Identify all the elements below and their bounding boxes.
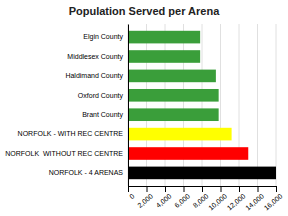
bars [128,31,276,179]
tick: NORFOLK - WITH REC CENTRE [18,130,124,137]
tick-label: 0 [128,192,136,200]
grid-line [183,24,184,186]
tick: 16,000 [263,186,284,211]
tick-mark [221,186,222,192]
grid-line [220,24,221,186]
plot: 02,0004,0006,0008,00010,00012,00014,0001… [5,24,283,211]
bar [128,108,219,121]
tick: 2,000 [136,186,154,209]
bar [128,167,276,180]
tick: Middlesex County [67,53,123,61]
tick-mark [202,186,203,192]
category-label: NORFOLK - 4 ARENAS [49,169,124,176]
tick-mark [239,186,240,192]
category-label: NORFOLK WITHOUT REC CENTRE [5,150,123,157]
tick-mark [128,186,129,192]
grid-line [257,24,258,186]
tick: NORFOLK WITHOUT REC CENTRE [5,150,123,157]
tick: NORFOLK - 4 ARENAS [49,169,124,176]
tick: 10,000 [207,186,228,211]
bar [128,89,219,102]
grid-line [239,24,240,186]
y-axis: NORFOLK - 4 ARENAS NORFOLK WITHOUT REC CE… [5,25,128,187]
tick-label: 2,000 [136,192,154,209]
title: Population Served per Arena [69,5,220,17]
tick: 14,000 [244,186,265,211]
grid-line [202,24,203,186]
tick: Elgin County [83,33,123,41]
chart: 02,0004,0006,0008,00010,00012,00014,0001… [0,0,288,216]
tick: Oxford County [78,92,124,100]
tick-label: 16,000 [263,192,284,211]
tick: Haldimand County [65,72,123,80]
category-label: Middlesex County [67,53,123,61]
tick: 4,000 [155,186,173,209]
axis-line [128,25,129,187]
tick-mark [165,186,166,192]
tick-mark [184,186,185,192]
x-axis: 02,0004,0006,0008,00010,00012,00014,0001… [128,186,284,211]
bar [128,50,200,63]
tick-label: 12,000 [226,192,247,211]
category-label: Haldimand County [65,72,123,80]
grid-line [165,24,166,186]
tick-label: 6,000 [173,192,191,209]
category-label: NORFOLK - WITH REC CENTRE [18,130,124,137]
tick-mark [258,186,259,192]
tick-label: 14,000 [244,192,265,211]
category-label: Elgin County [83,33,123,41]
grid-line [276,24,277,186]
tick: 0 [128,186,136,200]
tick-mark [276,186,277,192]
bar [128,147,248,160]
tick: 12,000 [226,186,247,211]
category-label: Oxford County [78,92,124,100]
grid [128,24,276,186]
tick: Brant County [82,111,123,119]
grid-line [128,24,129,186]
tick: 6,000 [173,186,191,209]
bar [128,31,200,44]
tick-mark [147,186,148,192]
tick-label: 4,000 [155,192,173,209]
bar [128,128,232,141]
bar [128,70,216,83]
category-label: Brant County [82,111,123,119]
tick-label: 10,000 [207,192,228,211]
grid-line [146,24,147,186]
